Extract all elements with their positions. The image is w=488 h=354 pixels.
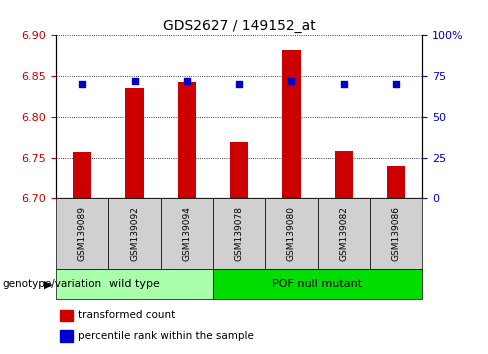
FancyBboxPatch shape: [161, 198, 213, 269]
Point: [287, 78, 295, 84]
Title: GDS2627 / 149152_at: GDS2627 / 149152_at: [163, 19, 316, 33]
Bar: [125, 88, 143, 198]
Bar: [335, 151, 353, 198]
FancyBboxPatch shape: [108, 198, 161, 269]
Text: GSM139092: GSM139092: [130, 206, 139, 261]
FancyBboxPatch shape: [265, 198, 318, 269]
Text: GSM139082: GSM139082: [339, 206, 348, 261]
Text: ▶: ▶: [44, 279, 53, 289]
Point: [340, 81, 347, 87]
Bar: [387, 166, 405, 198]
Text: GSM139094: GSM139094: [183, 206, 191, 261]
Point: [79, 81, 86, 87]
Text: genotype/variation: genotype/variation: [2, 279, 102, 289]
Text: GSM139080: GSM139080: [287, 206, 296, 261]
Point: [392, 81, 400, 87]
Point: [235, 81, 243, 87]
Bar: [282, 50, 301, 198]
Text: GSM139086: GSM139086: [391, 206, 401, 261]
Text: wild type: wild type: [109, 279, 160, 289]
Text: percentile rank within the sample: percentile rank within the sample: [78, 331, 254, 341]
Text: transformed count: transformed count: [78, 310, 175, 320]
FancyBboxPatch shape: [213, 269, 422, 299]
FancyBboxPatch shape: [213, 198, 265, 269]
Bar: [73, 152, 91, 198]
Text: GSM139078: GSM139078: [235, 206, 244, 261]
FancyBboxPatch shape: [370, 198, 422, 269]
FancyBboxPatch shape: [56, 269, 213, 299]
Point: [183, 78, 191, 84]
Point: [131, 78, 139, 84]
Bar: [230, 142, 248, 198]
Text: POF null mutant: POF null mutant: [272, 279, 363, 289]
Bar: [60, 330, 73, 342]
FancyBboxPatch shape: [56, 198, 108, 269]
Bar: [60, 309, 73, 321]
Bar: [178, 82, 196, 198]
Text: GSM139089: GSM139089: [78, 206, 87, 261]
FancyBboxPatch shape: [318, 198, 370, 269]
